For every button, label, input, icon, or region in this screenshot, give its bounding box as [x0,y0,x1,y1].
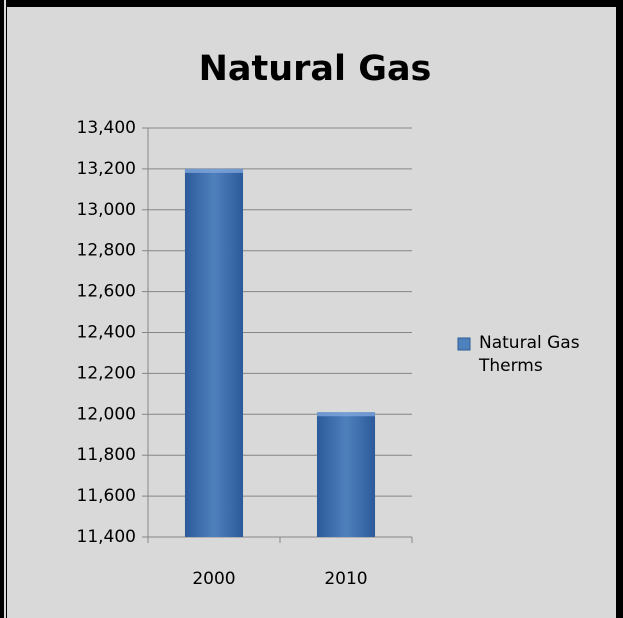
y-tick-label: 13,000 [77,200,136,220]
y-tick-label: 12,400 [77,323,136,343]
y-tick-label: 11,600 [77,486,136,506]
x-tick-label: 2010 [324,569,367,589]
bar [184,168,244,537]
y-tick-label: 13,200 [77,159,136,179]
chart: Natural Gas 11,400 11,600 11,800 12,000 12,2… [77,49,471,589]
y-tick-label: 12,800 [77,241,136,261]
chart-title: Natural Gas [199,49,432,89]
y-tick-label: 11,800 [77,445,136,465]
bar-top [316,412,376,417]
y-tick-label: 12,600 [77,282,136,302]
y-tick-label: 12,000 [77,404,136,424]
legend-label: Natural Gas Therms [479,333,580,376]
legend-marker [457,337,471,351]
bar-top [184,168,244,173]
y-tick-label: 13,400 [77,118,136,138]
y-tick-label: 12,200 [77,363,136,383]
bar [316,412,376,537]
y-tick-label: 11,400 [77,527,136,547]
x-tick-label: 2000 [192,569,235,589]
